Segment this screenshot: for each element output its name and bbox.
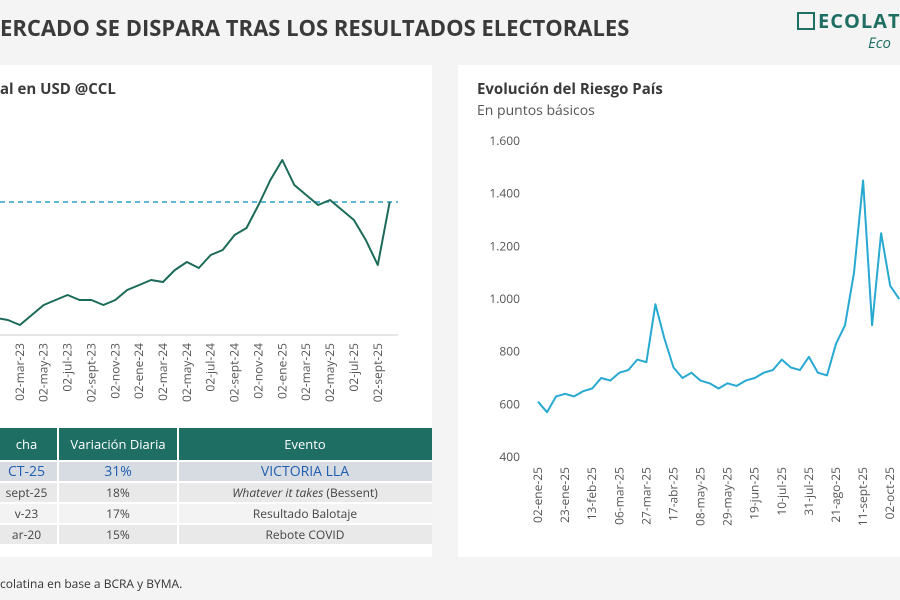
x-tick-label: 02-ene-24 — [130, 343, 147, 399]
logo: ECOLAT — [818, 7, 900, 34]
table-row-bg — [0, 504, 432, 523]
data-line — [0, 159, 391, 326]
x-tick-label: 02-may-23 — [35, 343, 52, 402]
x-tick-label: 02-sept-24 — [226, 343, 243, 402]
x-tick-label: 02-nov-23 — [106, 343, 123, 399]
x-tick-label: 02-jul-24 — [202, 343, 219, 392]
x-tick-label: 02-nov-24 — [249, 343, 266, 399]
chart-title: al en USD @CCL — [0, 79, 116, 99]
x-tick-label: 02-ene-25 — [529, 467, 546, 523]
logo-icon — [797, 12, 815, 30]
table-header: Variación Diaria — [70, 435, 165, 453]
table-cell: 31% — [104, 462, 132, 481]
x-tick-label: 11-sept-25 — [854, 467, 871, 526]
table-row-bg — [0, 483, 432, 502]
x-tick-label: 08-may-25 — [692, 467, 709, 526]
table-header: Evento — [284, 435, 326, 453]
y-tick-label: 400 — [499, 448, 520, 465]
chart-title: Evolución del Riesgo País — [477, 79, 663, 99]
table-cell: VICTORIA LLA — [261, 462, 349, 481]
x-tick-label: 23-ene-25 — [556, 467, 573, 523]
table-header-bg — [0, 428, 432, 460]
table-cell: 15% — [106, 526, 130, 543]
right-card — [458, 65, 900, 557]
x-tick-label: 02-jul-23 — [59, 343, 76, 392]
x-tick-label: 13-feb-25 — [583, 467, 600, 520]
x-tick-label: 17-abr-25 — [664, 467, 681, 521]
data-line — [537, 179, 900, 414]
x-tick-label: 31-jul-25 — [800, 467, 817, 516]
x-tick-label: 29-may-25 — [719, 467, 736, 526]
x-tick-label: 06-mar-25 — [610, 467, 627, 525]
x-tick-label: 19-jun-25 — [746, 467, 763, 520]
x-tick-label: 02-oct-25 — [881, 467, 898, 520]
table-cell: 17% — [106, 505, 130, 522]
x-tick-label: 02-sept-23 — [82, 343, 99, 402]
y-tick-label: 600 — [499, 395, 520, 412]
slide-title: ERCADO SE DISPARA TRAS LOS RESULTADOS EL… — [0, 13, 629, 43]
x-tick-label: 02-mar-24 — [154, 343, 171, 401]
source-note: colatina en base a BCRA y BYMA. — [0, 575, 182, 592]
table-cell: Rebote COVID — [266, 526, 345, 543]
table-header: cha — [16, 435, 37, 453]
x-tick-label: 02-may-25 — [321, 343, 338, 402]
chart-subtitle: En puntos básicos — [477, 101, 595, 120]
logo-sub: Eco — [868, 33, 891, 53]
table-cell: v-23 — [15, 505, 39, 522]
table-cell: sept-25 — [6, 484, 48, 501]
table-row-bg — [0, 525, 432, 544]
x-tick-label: 10-jul-25 — [773, 467, 790, 516]
y-tick-label: 800 — [499, 343, 520, 360]
cell-text: (Bessent) — [326, 484, 378, 501]
x-tick-label: 02-sept-25 — [369, 343, 386, 402]
x-tick-label: 02-mar-23 — [11, 343, 28, 401]
y-tick-label: 1.400 — [489, 185, 520, 202]
table-cell: 18% — [106, 484, 130, 501]
x-tick-label: 02-mar-25 — [297, 343, 314, 401]
table-cell: CT-25 — [8, 462, 45, 481]
x-tick-label: 02-jul-25 — [345, 343, 362, 392]
table-cell: Resultado Balotaje — [253, 505, 358, 522]
x-tick-label: 02-ene-25 — [273, 343, 290, 399]
y-tick-label: 1.000 — [489, 290, 520, 307]
table-row-bg — [0, 462, 432, 481]
y-tick-label: 1.200 — [489, 237, 520, 254]
table-cell: Whatever it takes (Bessent) — [232, 484, 378, 501]
cell-italic: Whatever it takes — [232, 484, 323, 501]
x-tick-label: 21-ago-25 — [827, 467, 844, 523]
x-tick-label: 02-may-24 — [178, 343, 195, 402]
table-cell: ar-20 — [12, 526, 41, 543]
x-tick-label: 27-mar-25 — [637, 467, 654, 525]
y-tick-label: 1.600 — [489, 132, 520, 149]
